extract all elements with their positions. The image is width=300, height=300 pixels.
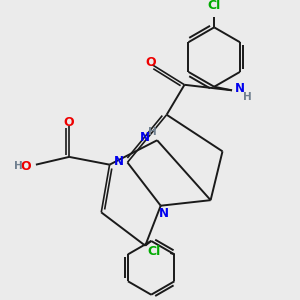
Text: H: H	[243, 92, 252, 102]
Text: Cl: Cl	[148, 245, 161, 258]
Text: H: H	[14, 161, 23, 171]
Text: N: N	[235, 82, 245, 95]
Text: N: N	[159, 207, 169, 220]
Text: N: N	[140, 131, 149, 145]
Text: H: H	[148, 127, 156, 137]
Text: O: O	[20, 160, 31, 172]
Text: N: N	[114, 154, 124, 167]
Text: Cl: Cl	[208, 0, 221, 12]
Text: O: O	[64, 116, 74, 129]
Text: O: O	[146, 56, 156, 69]
